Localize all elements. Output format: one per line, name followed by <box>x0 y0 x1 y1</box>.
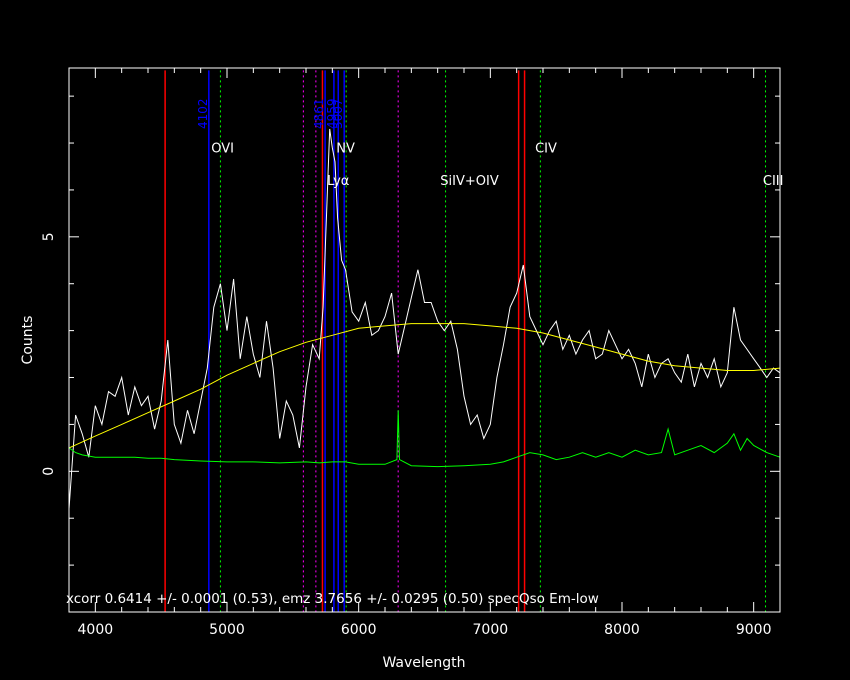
marker-lines <box>164 70 767 612</box>
x-tick-label: 4000 <box>78 622 114 638</box>
spectrum-line <box>68 128 781 509</box>
x-tick-label: 5000 <box>209 622 245 638</box>
x-tick-label: 8000 <box>604 622 640 638</box>
template-line-label: 4959 <box>325 98 339 129</box>
y-tick-label: 5 <box>41 232 57 241</box>
plot-frame <box>68 67 781 613</box>
line-id-label: CIII <box>763 174 784 189</box>
x-tick-label: 7000 <box>473 622 509 638</box>
x-tick-label: 9000 <box>736 622 772 638</box>
template-line-label: 5007 <box>331 98 345 129</box>
line-id-label: OVI <box>211 141 234 156</box>
y-tick-label: 0 <box>41 467 57 476</box>
noise-line <box>68 410 781 468</box>
template-line-label: 4102 <box>196 98 210 129</box>
line-id-label: Lyα <box>327 174 349 189</box>
template-line-label: 4861 <box>312 98 326 129</box>
line-id-label: CIV <box>535 141 557 156</box>
y-axis-label: Counts <box>20 316 36 365</box>
axes: 4000 5000 6000 7000 8000 9000 0 5 <box>41 68 781 638</box>
data-series <box>68 128 781 509</box>
x-axis-label: Wavelength <box>382 655 465 671</box>
line-id-label: NV <box>336 141 355 156</box>
fit-annotation: xcorr 0.6414 +/- 0.0001 (0.53), emz 3.76… <box>66 591 599 607</box>
continuum_fit-line <box>68 323 781 449</box>
line-id-label: SiIV+OIV <box>440 174 499 189</box>
x-tick-label: 6000 <box>341 622 377 638</box>
